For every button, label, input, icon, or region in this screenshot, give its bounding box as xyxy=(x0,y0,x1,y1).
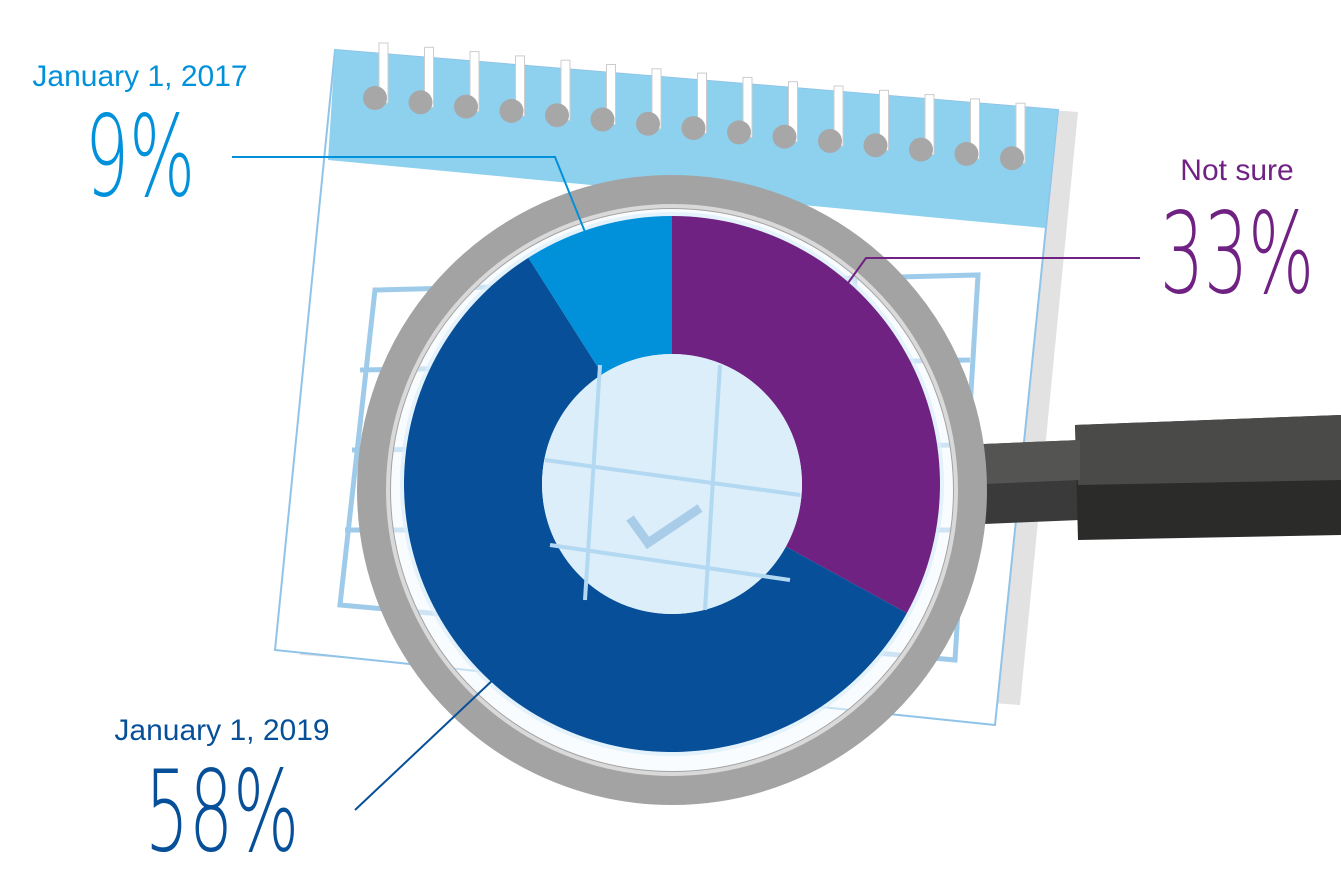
ring-hole xyxy=(773,125,797,149)
ring-hole xyxy=(454,95,478,119)
ring-hole xyxy=(727,120,751,144)
category-label: January 1, 2019 xyxy=(114,714,329,747)
category-label: January 1, 2017 xyxy=(32,60,247,93)
ring-hole xyxy=(909,138,933,162)
ring-hole xyxy=(591,108,615,132)
value-label: 33% xyxy=(1160,189,1314,319)
ring-hole xyxy=(955,142,979,166)
value-label: 58% xyxy=(145,747,299,876)
ring-hole xyxy=(682,116,706,140)
value-label: 9% xyxy=(85,92,195,222)
ring-hole xyxy=(864,133,888,157)
ring-hole xyxy=(818,129,842,153)
ring-hole xyxy=(545,103,569,127)
donut-center xyxy=(542,354,802,614)
infographic: Not sure33% January 1, 201958% January 1, … xyxy=(0,0,1341,876)
category-label: Not sure xyxy=(1180,154,1293,187)
ring-hole xyxy=(500,99,524,123)
ring-hole xyxy=(1000,146,1024,170)
ring-hole xyxy=(636,112,660,136)
ring-hole xyxy=(363,86,387,110)
ring-hole xyxy=(409,90,433,114)
